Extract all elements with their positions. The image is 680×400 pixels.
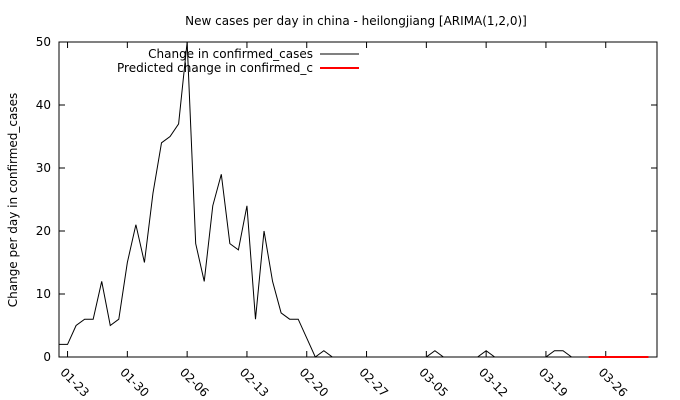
y-tick-label-0: 0 bbox=[43, 350, 51, 364]
y-tick-label-3: 30 bbox=[36, 161, 51, 175]
chart-title: New cases per day in china - heilongjian… bbox=[185, 14, 527, 28]
legend-label-1: Predicted change in confirmed_c bbox=[117, 61, 313, 75]
y-tick-label-5: 50 bbox=[36, 35, 51, 49]
y-ticks: 0 10 20 30 40 50 bbox=[36, 35, 657, 364]
y-tick-label-1: 10 bbox=[36, 287, 51, 301]
series-line-0 bbox=[59, 41, 572, 358]
series-layer bbox=[59, 41, 649, 358]
y-tick-label-2: 20 bbox=[36, 224, 51, 238]
legend-label-0: Change in confirmed_cases bbox=[148, 47, 313, 61]
plot-frame bbox=[58, 41, 658, 358]
x-tick-label-5: 02-27 bbox=[356, 365, 391, 400]
x-tick-label-0: 01-23 bbox=[57, 365, 92, 400]
x-tick-label-3: 02-13 bbox=[237, 365, 272, 400]
x-tick-label-9: 03-26 bbox=[596, 365, 631, 400]
x-ticks: 01-23 01-30 02-06 02-13 02-20 02-27 03-05 03-12… bbox=[57, 42, 630, 400]
x-tick-label-1: 01-30 bbox=[117, 365, 152, 400]
x-tick-label-8: 03-19 bbox=[536, 365, 571, 400]
x-tick-label-6: 03-05 bbox=[416, 365, 451, 400]
x-tick-label-2: 02-06 bbox=[177, 365, 212, 400]
y-axis-label: Change per day in confirmed_cases bbox=[6, 93, 20, 308]
x-tick-label-4: 02-20 bbox=[297, 365, 332, 400]
x-tick-label-7: 03-12 bbox=[476, 365, 511, 400]
y-tick-label-4: 40 bbox=[36, 98, 51, 112]
